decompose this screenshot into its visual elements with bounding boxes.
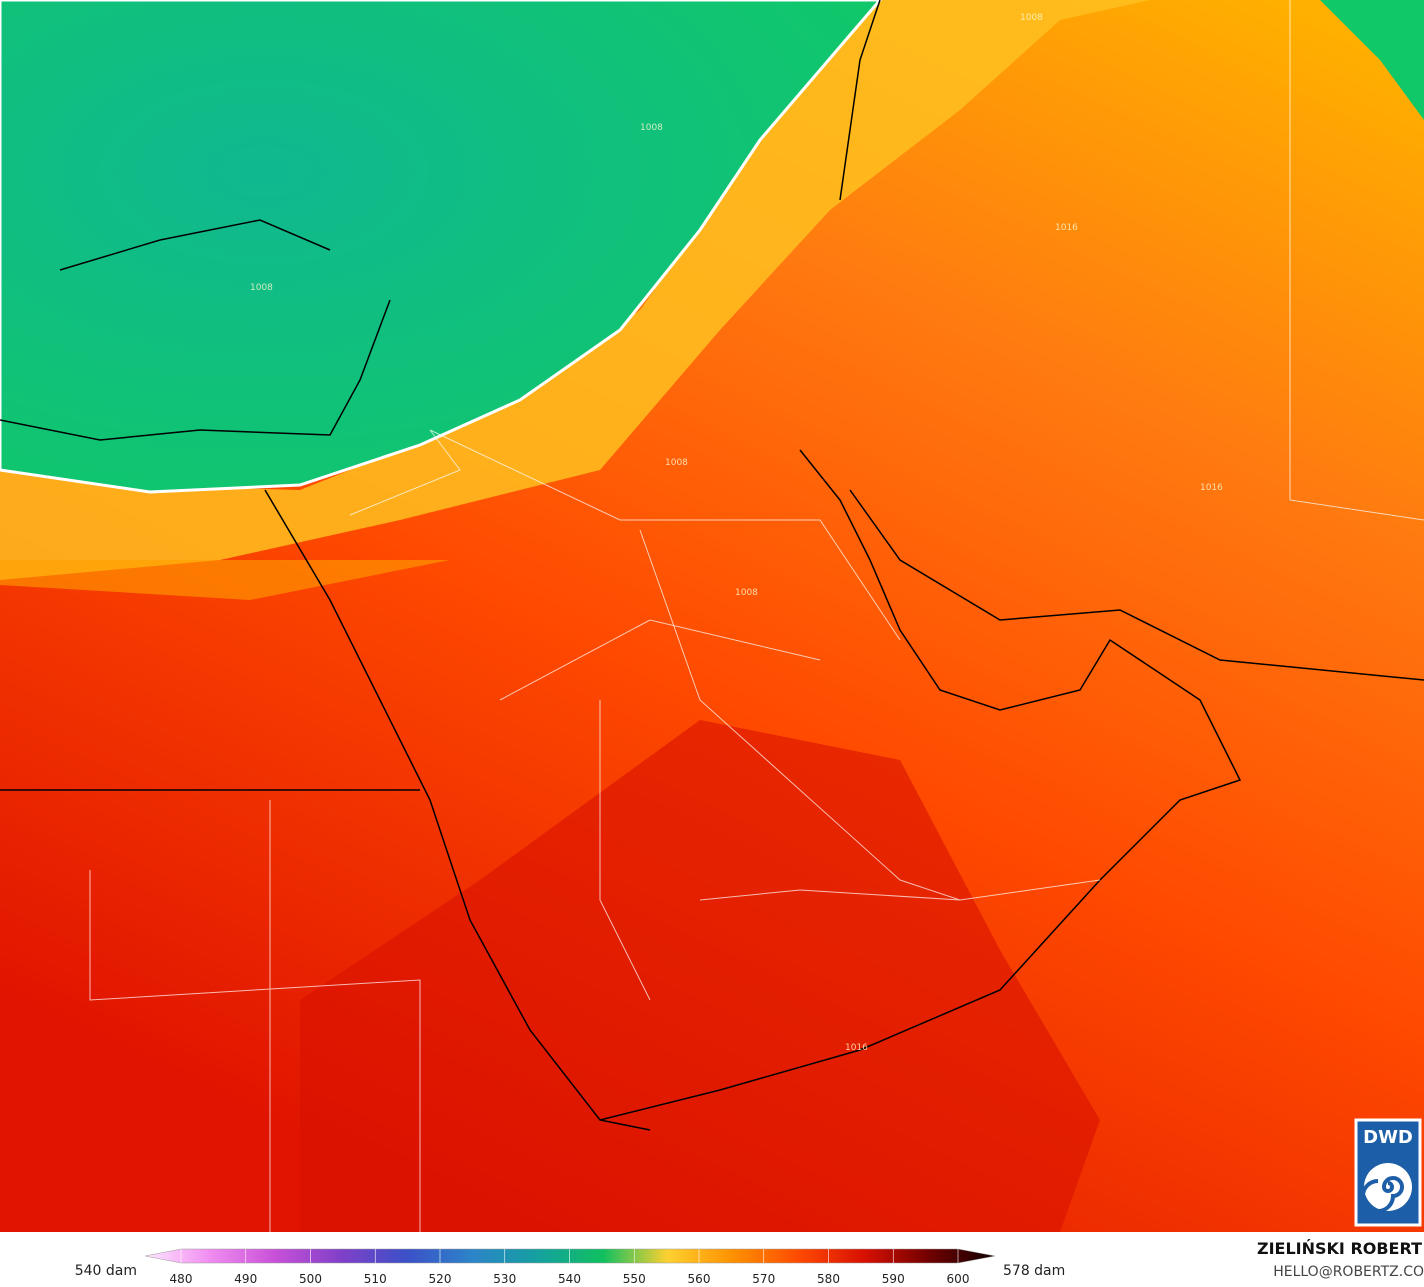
colorbar-tick-label: 580 xyxy=(817,1272,840,1286)
orange-band xyxy=(0,560,450,600)
contour-label: 1008 xyxy=(1020,13,1043,23)
colorbar-tick-label: 540 xyxy=(558,1272,581,1286)
contour-label: 1016 xyxy=(1055,223,1078,233)
colorbar-tick-label: 590 xyxy=(882,1272,905,1286)
contour-label: 1008 xyxy=(735,588,758,598)
green-region xyxy=(0,0,882,494)
colorbar xyxy=(144,1248,996,1264)
credit-email: HELLO@ROBERTZ.CO xyxy=(1273,1264,1424,1280)
logo-circle xyxy=(1364,1163,1412,1211)
colorbar-tick-label: 600 xyxy=(947,1272,970,1286)
colorbar-right-label: 578 dam xyxy=(1003,1263,1065,1279)
contour-label: 1016 xyxy=(845,1043,868,1053)
yellow-band xyxy=(0,0,1150,580)
colorbar-tick-label: 480 xyxy=(170,1272,193,1286)
credit-name: ZIELIŃSKI ROBERT xyxy=(1257,1239,1422,1258)
colorbar-left-label: 540 dam xyxy=(75,1263,137,1279)
logo-text: DWD xyxy=(1363,1127,1413,1148)
colorbar-tick-label: 570 xyxy=(752,1272,775,1286)
contour-labels: 1008 1008 1008 1008 1016 1016 1008 1016 xyxy=(250,13,1223,1053)
colorbar-tick-label: 510 xyxy=(364,1272,387,1286)
green-corner xyxy=(1320,0,1424,120)
colorbar-tick-label: 530 xyxy=(493,1272,516,1286)
contour-label: 1008 xyxy=(250,283,273,293)
coastlines xyxy=(0,0,1424,1131)
contour-label: 1016 xyxy=(1200,483,1223,493)
red-core xyxy=(300,720,1100,1232)
contour-label: 1008 xyxy=(640,123,663,133)
contour-label: 1008 xyxy=(665,458,688,468)
logo-spiral xyxy=(1361,1176,1404,1213)
colorbar-tick-label: 550 xyxy=(623,1272,646,1286)
borders xyxy=(89,0,1424,1232)
colorbar-tick-label: 560 xyxy=(688,1272,711,1286)
colorbar-tick-label: 490 xyxy=(234,1272,257,1286)
colorbar-tick-label: 520 xyxy=(429,1272,452,1286)
colorbar-tick-label: 500 xyxy=(299,1272,322,1286)
